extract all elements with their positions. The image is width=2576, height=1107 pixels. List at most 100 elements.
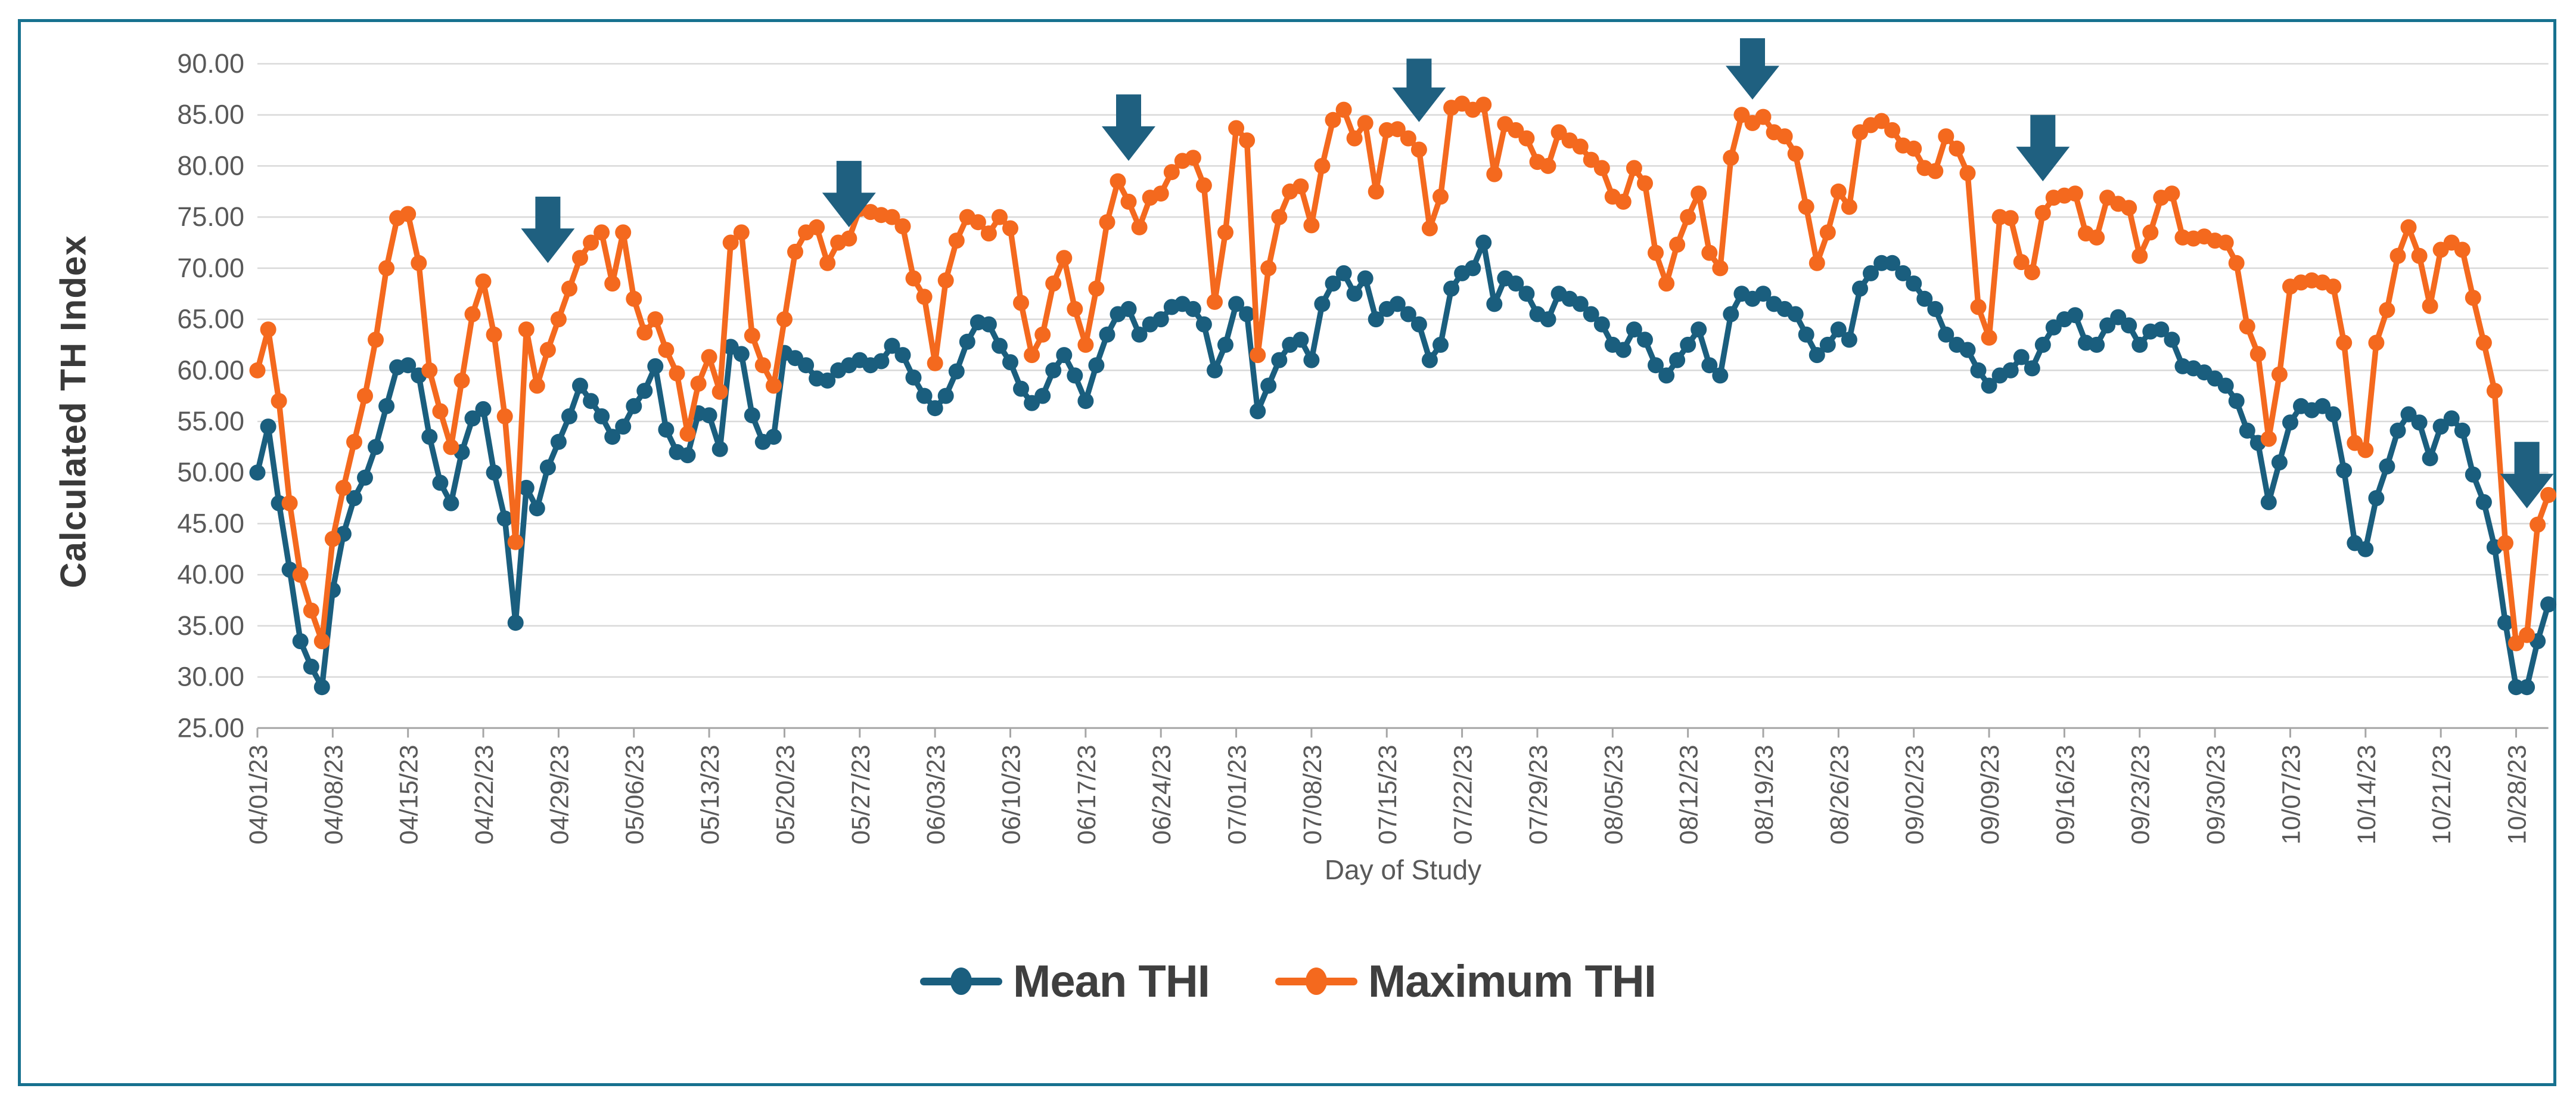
legend-item-maximum-thi: Maximum THI xyxy=(1275,953,1657,1010)
data-point xyxy=(432,475,449,491)
data-point xyxy=(475,273,492,290)
data-point xyxy=(561,280,577,297)
data-point xyxy=(1239,306,1256,323)
data-point xyxy=(2024,264,2040,281)
data-point xyxy=(1475,234,1492,251)
x-tick-label: 07/08/23 xyxy=(1298,745,1327,844)
data-point xyxy=(561,408,577,424)
data-point xyxy=(313,633,330,650)
data-point xyxy=(992,337,1008,354)
data-point xyxy=(2271,366,2288,383)
data-point xyxy=(1809,347,1825,364)
y-tick-label: 75.00 xyxy=(177,201,244,232)
data-point xyxy=(583,393,599,410)
data-point xyxy=(1292,178,1309,195)
down-arrow-annotation xyxy=(2016,114,2070,182)
data-point xyxy=(1486,166,1503,182)
data-point xyxy=(1152,185,1169,202)
data-point xyxy=(948,232,965,249)
data-point xyxy=(1723,306,1739,323)
data-point xyxy=(1077,393,1094,410)
data-point xyxy=(1217,336,1233,353)
data-point xyxy=(1798,199,1814,215)
data-point xyxy=(529,377,545,394)
data-point xyxy=(2131,336,2148,353)
data-point xyxy=(1970,299,1987,315)
data-point xyxy=(1013,380,1029,397)
data-point xyxy=(1271,352,1288,368)
data-point xyxy=(1250,347,1266,364)
data-point xyxy=(2121,317,2137,334)
x-tick-label: 07/01/23 xyxy=(1223,745,1252,844)
data-point xyxy=(711,441,728,457)
data-point xyxy=(1002,220,1018,237)
x-tick-label: 04/15/23 xyxy=(395,745,424,844)
data-point xyxy=(1110,173,1126,190)
x-tick-label: 09/30/23 xyxy=(2202,745,2230,844)
x-tick-label: 09/16/23 xyxy=(2051,745,2080,844)
down-arrow-annotation xyxy=(1392,58,1446,122)
data-point xyxy=(2486,383,2503,399)
data-point xyxy=(1099,326,1115,343)
y-tick-label: 45.00 xyxy=(177,508,244,538)
data-point xyxy=(1863,265,1879,281)
data-point xyxy=(916,387,933,404)
data-point xyxy=(1691,185,1707,202)
legend-dot-swatch xyxy=(1305,968,1327,995)
y-tick-label: 40.00 xyxy=(177,559,244,590)
data-point xyxy=(400,206,417,222)
data-point xyxy=(647,311,664,328)
data-point xyxy=(884,209,900,225)
data-point xyxy=(1615,342,1632,358)
data-point xyxy=(787,243,803,260)
chart-frame-border xyxy=(18,19,2556,1086)
data-point xyxy=(2336,334,2353,351)
data-point xyxy=(1185,150,1201,166)
data-point xyxy=(701,349,717,365)
data-point xyxy=(1475,97,1492,113)
data-point xyxy=(2249,346,2266,362)
down-arrow-annotation xyxy=(1102,94,1155,161)
data-point xyxy=(2454,241,2471,258)
data-point xyxy=(2475,334,2492,351)
data-point xyxy=(2153,321,2170,338)
data-point xyxy=(486,326,502,343)
x-tick-label: 09/09/23 xyxy=(1976,745,2005,844)
data-point xyxy=(1433,188,1449,205)
legend-label: Mean THI xyxy=(1013,956,1210,1007)
data-point xyxy=(583,234,599,251)
data-point xyxy=(2497,535,2513,551)
data-point xyxy=(324,531,341,547)
data-point xyxy=(1271,209,1288,225)
data-point xyxy=(1540,157,1556,174)
x-tick-label: 07/22/23 xyxy=(1449,745,1478,844)
x-tick-label: 06/03/23 xyxy=(922,745,950,844)
x-tick-label: 10/28/23 xyxy=(2503,745,2532,844)
data-point xyxy=(2422,297,2438,314)
data-point xyxy=(400,357,417,374)
data-point xyxy=(754,357,771,374)
data-point xyxy=(1927,163,1944,179)
data-point xyxy=(1755,108,1772,125)
y-axis-title: Calculated TH Index xyxy=(52,143,94,680)
data-point xyxy=(1830,183,1847,200)
data-point xyxy=(2217,234,2234,251)
data-point xyxy=(1217,224,1233,241)
data-point xyxy=(2389,247,2406,264)
data-point xyxy=(658,421,675,438)
data-point xyxy=(1787,306,1804,323)
data-point xyxy=(733,224,750,241)
data-point xyxy=(1034,387,1051,404)
data-point xyxy=(357,387,373,404)
data-point xyxy=(948,363,965,380)
data-point xyxy=(1357,114,1374,131)
data-point xyxy=(1626,160,1642,176)
data-point xyxy=(1185,300,1201,317)
data-point xyxy=(550,433,567,450)
data-point xyxy=(2034,204,2051,221)
maximum-thi-line-marker-icon xyxy=(1275,953,1357,1010)
data-point xyxy=(1077,336,1094,353)
data-point xyxy=(303,658,319,675)
data-point xyxy=(1959,342,1976,358)
